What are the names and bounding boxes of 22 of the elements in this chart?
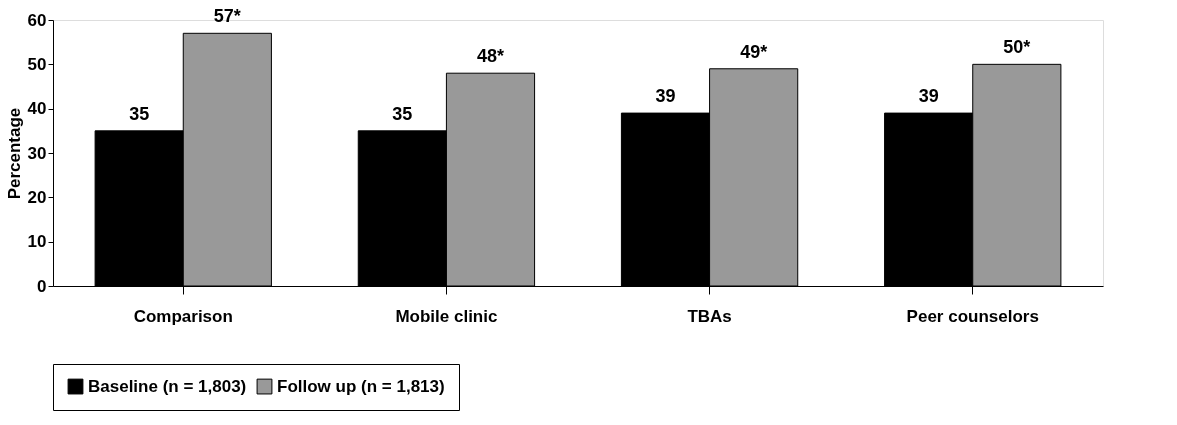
y-tick-label: 30 bbox=[27, 143, 47, 163]
y-tick-label: 0 bbox=[37, 276, 47, 296]
y-tick-label: 40 bbox=[27, 99, 47, 119]
y-tick-label: 10 bbox=[27, 232, 47, 252]
y-tick-label: 20 bbox=[27, 187, 47, 207]
x-tick-label: TBAs bbox=[687, 306, 732, 326]
x-tick-label: Peer counselors bbox=[906, 306, 1039, 326]
data-label: 49* bbox=[740, 41, 768, 62]
y-tick-label: 60 bbox=[27, 10, 47, 30]
data-label: 50* bbox=[1003, 37, 1031, 58]
y-axis-title: Percentage bbox=[4, 107, 24, 200]
legend-label: Baseline (n = 1,803) bbox=[88, 376, 247, 396]
x-tick-label: Mobile clinic bbox=[395, 306, 498, 326]
data-label: 48* bbox=[476, 46, 505, 67]
data-label: 57* bbox=[213, 6, 241, 27]
data-label: 35 bbox=[392, 103, 413, 124]
data-label: 39 bbox=[918, 86, 939, 107]
data-label: 39 bbox=[655, 86, 676, 107]
legend-label: Follow up (n = 1,813) bbox=[277, 376, 445, 396]
y-tick-label: 50 bbox=[27, 54, 47, 74]
x-tick-label: Comparison bbox=[133, 306, 233, 326]
data-label: 35 bbox=[129, 103, 150, 124]
